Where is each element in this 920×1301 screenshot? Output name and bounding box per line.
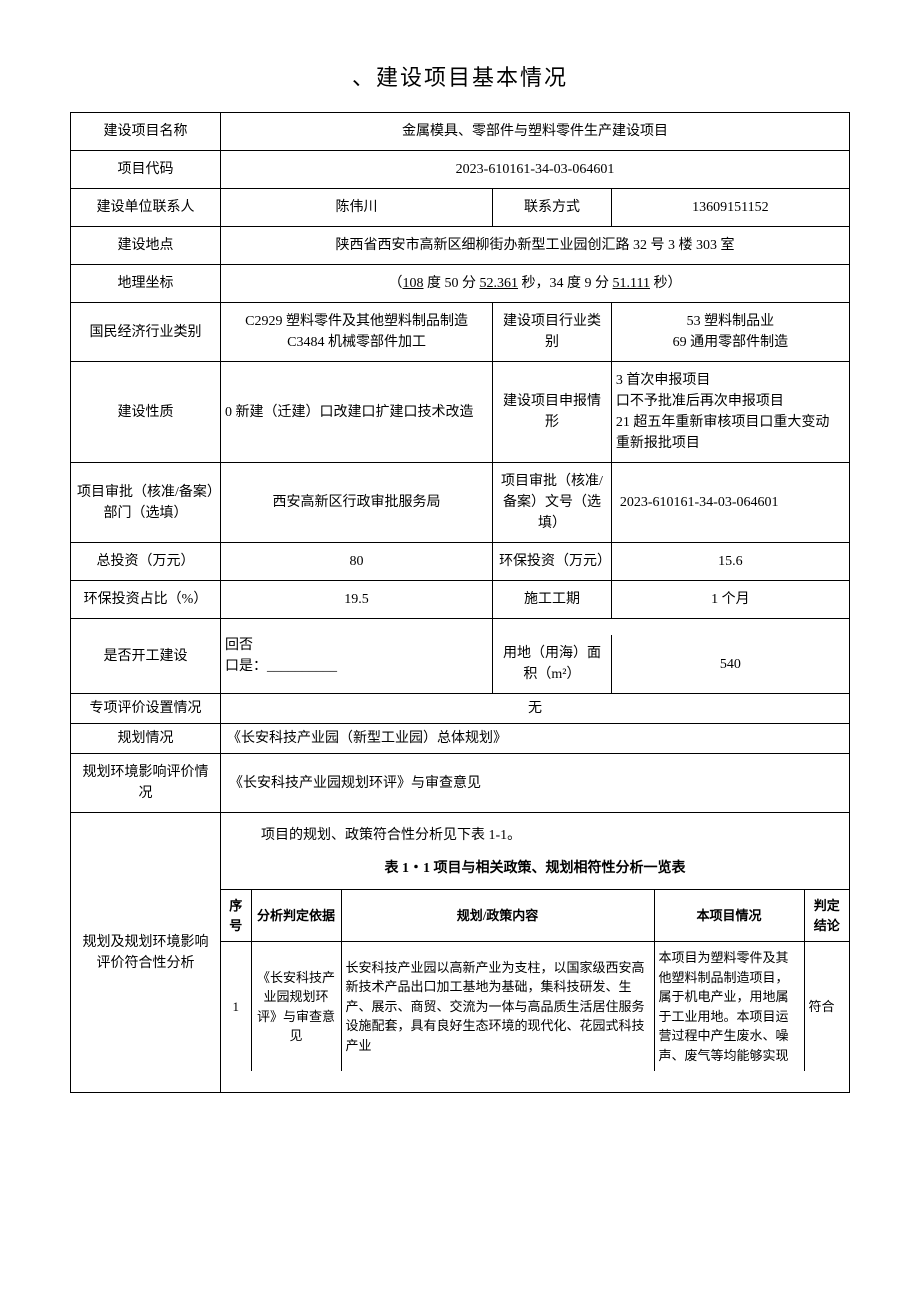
main-table: 建设项目名称 金属模具、零部件与塑料零件生产建设项目 项目代码 2023-610…	[70, 112, 850, 1093]
label-geo-coord: 地理坐标	[71, 265, 221, 303]
label-construction-period: 施工工期	[493, 581, 612, 619]
value-land-area: 540	[611, 635, 849, 694]
value-project-name: 金属模具、零部件与塑料零件生产建设项目	[221, 113, 850, 151]
geo-sec1: 52.361	[480, 276, 519, 291]
analysis-table: 序号 分析判定依据 规划/政策内容 本项目情况 判定结论 1 《长安科技产业园规…	[221, 889, 849, 1071]
value-contact-phone: 13609151152	[611, 189, 849, 227]
row-contact: 建设单位联系人 陈伟川 联系方式 13609151152	[71, 189, 850, 227]
header-conclusion: 判定结论	[804, 890, 849, 942]
label-contact-method: 联系方式	[493, 189, 612, 227]
value-total-investment: 80	[221, 543, 493, 581]
value-construction-nature: 0 新建（迁建）口改建口扩建口技术改造	[221, 362, 493, 463]
label-env-investment: 环保投资（万元）	[493, 543, 612, 581]
label-economy-category: 国民经济行业类别	[71, 303, 221, 362]
label-approval-doc: 项目审批（核准/备案）文号（选填）	[493, 463, 612, 543]
value-contact-person: 陈伟川	[221, 189, 493, 227]
value-construction-started: 回否 口是：__________	[221, 619, 493, 694]
header-basis: 分析判定依据	[251, 890, 341, 942]
label-project-code: 项目代码	[71, 151, 221, 189]
label-planning-env-eval: 规划环境影响评价情况	[71, 754, 221, 813]
label-land-area: 用地（用海）面积（m²）	[493, 635, 612, 694]
label-env-investment-ratio: 环保投资占比（%）	[71, 581, 221, 619]
row-construction-nature: 建设性质 0 新建（迁建）口改建口扩建口技术改造 建设项目申报情形 3 首次申报…	[71, 362, 850, 463]
label-total-investment: 总投资（万元）	[71, 543, 221, 581]
label-planning-status: 规划情况	[71, 724, 221, 754]
row-planning-env-eval: 规划环境影响评价情况 《长安科技产业园规划环评》与审查意见	[71, 754, 850, 813]
label-approval-dept: 项目审批（核准/备案）部门（选填）	[71, 463, 221, 543]
row-approval: 项目审批（核准/备案）部门（选填） 西安高新区行政审批服务局 项目审批（核准/备…	[71, 463, 850, 543]
row-project-code: 项目代码 2023-610161-34-03-064601	[71, 151, 850, 189]
analysis-basis: 《长安科技产业园规划环评》与审查意见	[251, 942, 341, 1072]
label-declaration-type: 建设项目申报情形	[493, 362, 612, 463]
analysis-table-title: 表 1・1 项目与相关政策、规划相符性分析一览表	[221, 854, 849, 889]
value-env-investment: 15.6	[611, 543, 849, 581]
geo-sec2: 51.111	[613, 276, 650, 291]
analysis-intro: 项目的规划、政策符合性分析见下表 1-1。	[221, 813, 849, 854]
analysis-container: 项目的规划、政策符合性分析见下表 1-1。 表 1・1 项目与相关政策、规划相符…	[221, 813, 850, 1093]
empty-span	[493, 619, 850, 636]
value-location: 陕西省西安市高新区细柳街办新型工业园创汇路 32 号 3 楼 303 室	[221, 227, 850, 265]
analysis-content: 长安科技产业园以高新产业为支柱，以国家级西安高新技术产品出口加工基地为基础，集科…	[341, 942, 654, 1072]
row-planning-status: 规划情况 《长安科技产业园（新型工业园）总体规划》	[71, 724, 850, 754]
label-planning-conformance: 规划及规划环境影响评价符合性分析	[71, 813, 221, 1093]
label-project-industry-category: 建设项目行业类别	[493, 303, 612, 362]
label-special-eval: 专项评价设置情况	[71, 694, 221, 724]
label-construction-started: 是否开工建设	[71, 619, 221, 694]
header-no: 序号	[221, 890, 251, 942]
started-no: 回否	[225, 635, 486, 656]
geo-prefix: （	[389, 276, 403, 291]
analysis-project-status: 本项目为塑料零件及其他塑料制品制造项目，属于机电产业，用地属于工业用地。本项目运…	[654, 942, 804, 1072]
row-geo-coord: 地理坐标 （108 度 50 分 52.361 秒，34 度 9 分 51.11…	[71, 265, 850, 303]
geo-deg1: 108	[403, 276, 424, 291]
row-investment: 总投资（万元） 80 环保投资（万元） 15.6	[71, 543, 850, 581]
row-location: 建设地点 陕西省西安市高新区细柳街办新型工业园创汇路 32 号 3 楼 303 …	[71, 227, 850, 265]
label-location: 建设地点	[71, 227, 221, 265]
started-yes: 口是：__________	[225, 656, 486, 677]
value-economy-category: C2929 塑料零件及其他塑料制品制造 C3484 机械零部件加工	[221, 303, 493, 362]
geo-suffix: 秒）	[650, 276, 682, 291]
value-env-investment-ratio: 19.5	[221, 581, 493, 619]
row-construction-started: 是否开工建设 回否 口是：__________	[71, 619, 850, 636]
row-planning-conformance: 规划及规划环境影响评价符合性分析 项目的规划、政策符合性分析见下表 1-1。 表…	[71, 813, 850, 1093]
value-geo-coord: （108 度 50 分 52.361 秒，34 度 9 分 51.111 秒）	[221, 265, 850, 303]
value-approval-dept: 西安高新区行政审批服务局	[221, 463, 493, 543]
row-economy-category: 国民经济行业类别 C2929 塑料零件及其他塑料制品制造 C3484 机械零部件…	[71, 303, 850, 362]
value-construction-period: 1 个月	[611, 581, 849, 619]
value-special-eval: 无	[221, 694, 850, 724]
header-content: 规划/政策内容	[341, 890, 654, 942]
value-project-code: 2023-610161-34-03-064601	[221, 151, 850, 189]
value-planning-env-eval: 《长安科技产业园规划环评》与审查意见	[221, 754, 850, 813]
geo-mid2: 秒，34 度 9 分	[518, 276, 613, 291]
analysis-row-1: 1 《长安科技产业园规划环评》与审查意见 长安科技产业园以高新产业为支柱，以国家…	[221, 942, 849, 1072]
row-special-eval: 专项评价设置情况 无	[71, 694, 850, 724]
page-title: 、建设项目基本情况	[70, 60, 850, 92]
label-contact-person: 建设单位联系人	[71, 189, 221, 227]
row-project-name: 建设项目名称 金属模具、零部件与塑料零件生产建设项目	[71, 113, 850, 151]
value-approval-doc: 2023-610161-34-03-064601	[611, 463, 849, 543]
value-declaration-type: 3 首次申报项目 口不予批准后再次申报项目 21 超五年重新审核项目口重大变动重…	[611, 362, 849, 463]
analysis-header-row: 序号 分析判定依据 规划/政策内容 本项目情况 判定结论	[221, 890, 849, 942]
header-project-status: 本项目情况	[654, 890, 804, 942]
value-project-industry-category: 53 塑料制品业 69 通用零部件制造	[611, 303, 849, 362]
geo-mid1: 度 50 分	[424, 276, 480, 291]
analysis-no: 1	[221, 942, 251, 1072]
analysis-conclusion: 符合	[804, 942, 849, 1072]
label-construction-nature: 建设性质	[71, 362, 221, 463]
label-project-name: 建设项目名称	[71, 113, 221, 151]
value-planning-status: 《长安科技产业园（新型工业园）总体规划》	[221, 724, 850, 754]
row-env-ratio: 环保投资占比（%） 19.5 施工工期 1 个月	[71, 581, 850, 619]
